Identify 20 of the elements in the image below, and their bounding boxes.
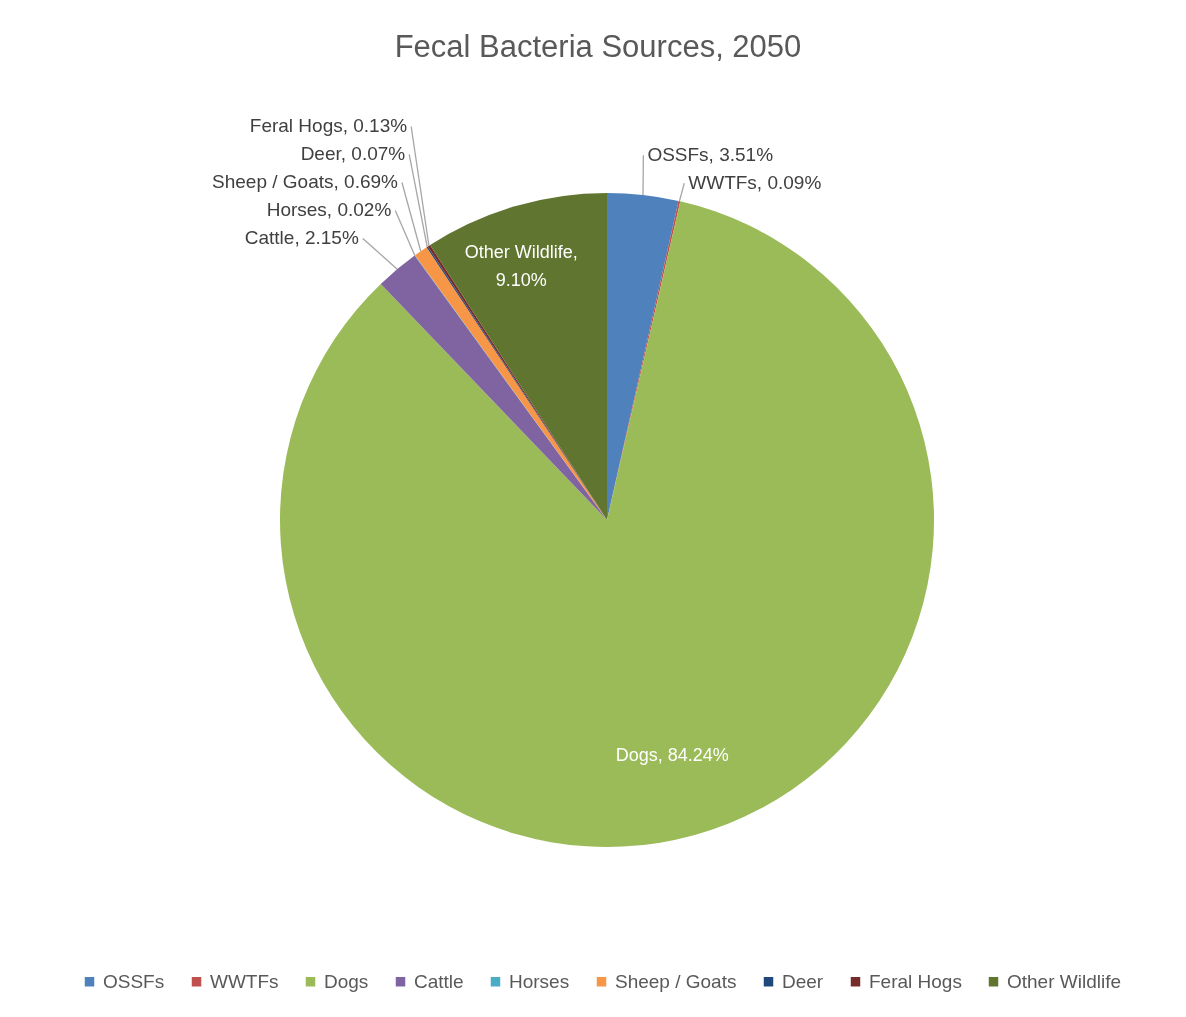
legend-label: Horses xyxy=(509,970,570,992)
chart-title: Fecal Bacteria Sources, 2050 xyxy=(394,29,802,64)
data-label: Sheep / Goats, 0.69% xyxy=(212,171,399,193)
data-label: OSSFs, 3.51% xyxy=(647,144,774,166)
data-label: Deer, 0.07% xyxy=(300,143,406,165)
data-label: Dogs, 84.24% xyxy=(615,745,729,766)
data-label: WWTFs, 0.09% xyxy=(688,172,822,194)
legend-label: WWTFs xyxy=(210,970,279,992)
legend-label: OSSFs xyxy=(103,970,165,992)
legend-label: Other Wildlife xyxy=(1007,970,1122,992)
data-label: Feral Hogs, 0.13% xyxy=(249,115,408,137)
data-label: Other Wildlife, 9.10% xyxy=(464,242,578,291)
legend-label: Dogs xyxy=(324,970,369,992)
legend-label: Cattle xyxy=(414,970,464,992)
data-label: Horses, 0.02% xyxy=(266,199,392,221)
legend-label: Feral Hogs xyxy=(869,970,962,992)
legend-label: Sheep / Goats xyxy=(615,970,737,992)
data-label: Cattle, 2.15% xyxy=(244,227,359,249)
legend-label: Deer xyxy=(782,970,824,992)
pie-slice xyxy=(430,193,607,520)
